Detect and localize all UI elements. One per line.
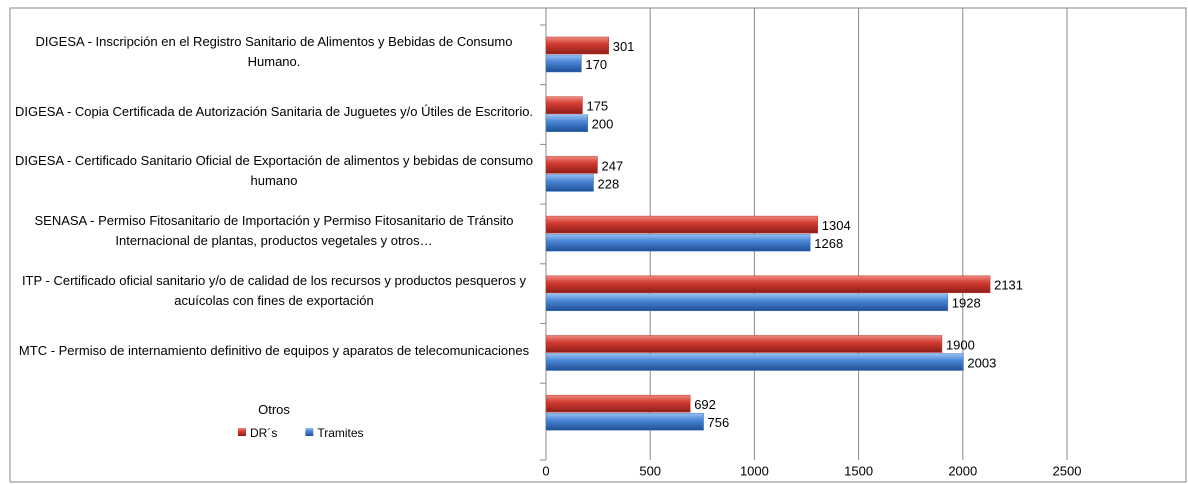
x-tick-label: 1000 bbox=[740, 463, 769, 478]
legend-swatch bbox=[305, 428, 314, 436]
y-tick-label: Otros bbox=[258, 402, 290, 418]
legend-label: DR´s bbox=[250, 426, 277, 440]
data-label: 170 bbox=[585, 57, 607, 72]
x-tick-label: 0 bbox=[542, 463, 549, 478]
bar bbox=[545, 394, 691, 413]
data-label: 2131 bbox=[994, 278, 1023, 293]
bar bbox=[545, 36, 609, 55]
data-label: 200 bbox=[592, 117, 614, 132]
bar bbox=[545, 54, 582, 73]
data-label: 247 bbox=[601, 158, 623, 173]
x-tick-label: 1500 bbox=[844, 463, 873, 478]
data-label: 2003 bbox=[967, 355, 996, 370]
x-tick-label: 2500 bbox=[1053, 463, 1082, 478]
data-label: 175 bbox=[586, 99, 608, 114]
y-tick-label: ITP - Certificado oficial sanitario y/o … bbox=[21, 272, 527, 308]
legend-swatch bbox=[238, 428, 246, 436]
data-label: 1928 bbox=[952, 296, 981, 311]
y-tick-label: DIGESA - Copia Certificada de Autorizaci… bbox=[14, 103, 534, 119]
data-label: 1304 bbox=[822, 218, 851, 233]
bar bbox=[545, 156, 598, 174]
bar bbox=[545, 293, 949, 312]
y-tick-label: SENASA - Permiso Fitosanitario de Import… bbox=[34, 213, 514, 249]
bar bbox=[545, 412, 704, 431]
bar bbox=[545, 335, 943, 353]
data-label: 1268 bbox=[814, 236, 843, 251]
y-tick-label: MTC - Permiso de internamiento definitiv… bbox=[18, 342, 530, 358]
data-label: 1900 bbox=[946, 337, 975, 352]
y-tick-label: DIGESA - Inscripción en el Registro Sani… bbox=[35, 34, 513, 69]
bar bbox=[545, 215, 819, 234]
bar bbox=[545, 233, 811, 252]
x-tick-label: 2000 bbox=[948, 463, 977, 478]
chart-border bbox=[9, 7, 1187, 483]
bar bbox=[545, 275, 991, 294]
legend-label: Tramites bbox=[317, 426, 363, 440]
x-tick-label: 500 bbox=[639, 463, 661, 478]
data-label: 692 bbox=[694, 397, 716, 412]
bar bbox=[545, 96, 583, 114]
y-tick-label: DIGESA - Certificado Sanitario Oficial d… bbox=[14, 153, 534, 189]
data-label: 756 bbox=[708, 415, 730, 430]
data-label: 228 bbox=[598, 176, 620, 191]
data-label: 301 bbox=[613, 39, 635, 54]
bar bbox=[545, 174, 594, 192]
bar bbox=[545, 353, 964, 371]
bar bbox=[545, 114, 588, 132]
